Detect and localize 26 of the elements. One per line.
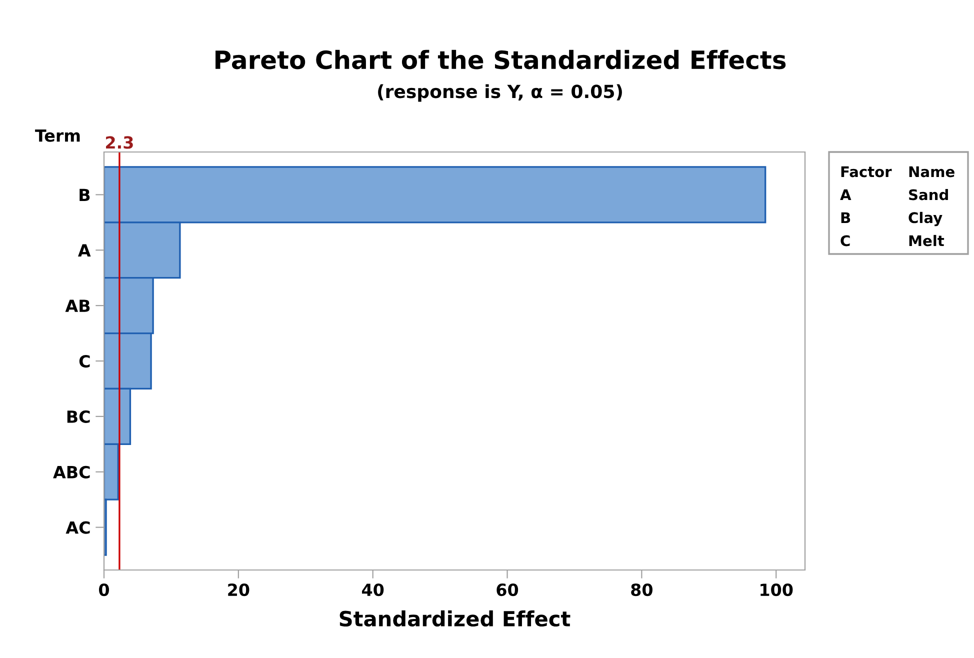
y-tick-label: AC (66, 521, 90, 534)
text: Clay (908, 212, 942, 226)
y-tick-label: BC (67, 410, 90, 424)
y-tick-label: AB (65, 300, 90, 312)
text: Sand (909, 188, 948, 200)
x-tick-label: 40 (362, 583, 384, 596)
text: Name (909, 166, 954, 178)
chart-title: Pareto Chart of the Standardized Effects (216, 50, 786, 70)
y-tick-label: C (79, 354, 90, 368)
y-tick-label: A (78, 244, 91, 256)
x-tick-label: 60 (496, 583, 518, 596)
text: Melt (909, 234, 944, 246)
text: Factor (841, 166, 892, 178)
x-axis-title: Standardized Effect (340, 610, 570, 627)
x-tick-label: 0 (99, 583, 109, 596)
x-tick-label: 20 (228, 583, 250, 596)
chart-subtitle: (response is Y, α = 0.05) (378, 84, 622, 102)
x-tick-label: 80 (631, 583, 652, 596)
x-tick-label: 100 (760, 583, 793, 596)
y-tick-label: ABC (53, 466, 90, 478)
y-axis-title: Term (35, 129, 80, 142)
text: A (840, 189, 852, 200)
text: C (840, 235, 850, 246)
ref-line-label: 2.3 (106, 136, 133, 149)
text: B (841, 212, 850, 224)
y-tick-label: B (80, 188, 90, 202)
